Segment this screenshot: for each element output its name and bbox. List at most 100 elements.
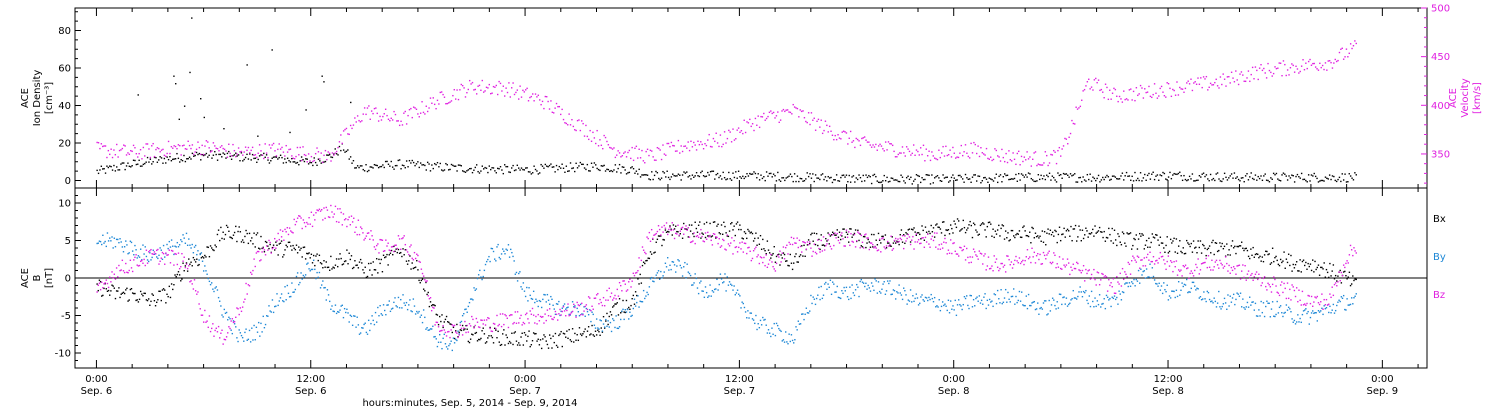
bottom-point [535,332,537,335]
bottom-point [1109,233,1111,236]
top-point [205,152,208,155]
top-point [215,147,217,149]
bottom-point [1151,267,1154,269]
top-point [792,180,794,183]
bottom-point [1301,260,1304,263]
top-point [209,150,212,152]
bottom-point [400,251,402,254]
bottom-point [1053,299,1055,301]
bottom-point [370,230,372,232]
bottom-point [689,230,692,232]
top-point [148,148,150,150]
top-point [225,157,227,159]
top-point [1201,173,1203,175]
bottom-point [592,334,594,336]
bottom-point [1260,260,1262,262]
bottom-point [1159,236,1162,238]
top-point [439,162,441,165]
bottom-point [1069,273,1071,276]
top-point [1048,162,1051,164]
bottom-point [1349,284,1352,287]
top-point [680,145,682,147]
top-point [861,180,863,183]
bottom-point [765,252,767,255]
top-point [964,144,967,146]
top-point [317,151,320,153]
top-point [270,160,272,162]
bottom-point [963,226,966,229]
bottom-point [418,310,420,313]
bottom-point [896,291,898,293]
top-point [841,174,843,177]
bottom-point [1127,285,1129,288]
bottom-point [650,253,653,255]
top-point [356,115,359,117]
bottom-point [699,282,701,284]
bottom-point [810,294,812,297]
bottom-point [335,312,338,315]
bottom-point [947,299,950,301]
top-point [372,112,374,115]
bottom-point [704,286,707,288]
bottom-point [813,298,816,300]
bottom-point [1148,237,1150,240]
bottom-point [1315,268,1317,271]
bottom-point [655,232,657,235]
top-point [728,171,730,174]
top-point [686,171,688,173]
top-point [1335,180,1338,183]
top-point [1345,48,1348,50]
top-point [1340,48,1342,51]
top-point [1075,106,1077,108]
bottom-point [211,327,213,330]
top-point [837,134,839,136]
bottom-point [365,276,368,279]
bottom-point [789,243,791,245]
bottom-point [983,223,985,225]
bottom-point [975,254,977,256]
top-point [1169,87,1171,90]
bottom-point [1263,315,1266,318]
top-point [945,176,947,179]
top-point [798,180,800,183]
bottom-point [521,332,523,335]
bottom-point [156,301,158,304]
top-point [275,156,278,158]
top-point [1291,63,1293,65]
bottom-point [417,254,419,257]
bottom-point [1339,269,1341,272]
top-point [943,177,946,179]
top-point [411,159,413,162]
bottom-point [372,239,374,241]
top-point [1233,81,1236,83]
bottom-point [645,260,647,262]
top-point [120,149,122,151]
top-point [445,103,447,105]
top-point [1188,83,1191,85]
bottom-point [683,222,685,225]
bottom-point [955,314,958,317]
top-point [967,155,969,158]
bottom-point [919,233,921,236]
top-point [450,100,453,102]
top-point [488,83,490,86]
bottom-point [115,238,118,241]
top-point [750,125,752,128]
top-point [753,171,755,173]
bottom-point [634,272,637,274]
bottom-point [425,281,427,284]
bottom-point [442,337,444,340]
bottom-point [749,250,751,252]
top-point [719,175,722,177]
top-point [1214,179,1216,182]
top-point [447,169,450,171]
bottom-point [987,221,990,224]
bottom-point [978,295,981,297]
top-point [1219,76,1222,78]
bottom-point [650,276,653,279]
bottom-point [680,267,683,269]
top-point [1328,60,1331,62]
top-point [1184,87,1187,90]
bottom-point [1072,263,1074,265]
bottom-point [595,334,598,336]
